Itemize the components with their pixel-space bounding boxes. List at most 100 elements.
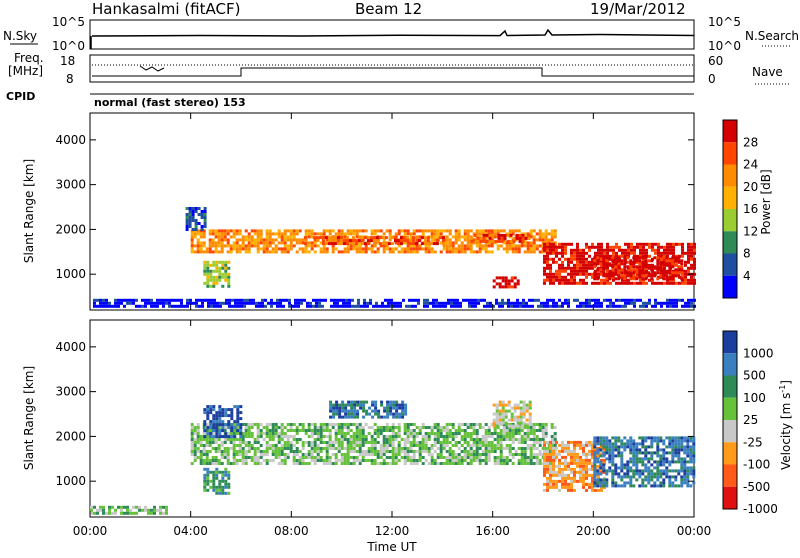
power-ytick-label: 3000: [55, 178, 86, 192]
power-cell: [532, 241, 536, 245]
velocity-cell: [403, 453, 407, 456]
velocity-cell: [535, 462, 539, 465]
velocity-cell: [286, 453, 290, 456]
power-cell: [450, 301, 453, 305]
velocity-cell: [543, 488, 546, 492]
velocity-cell: [653, 475, 657, 479]
velocity-cell: [334, 435, 338, 438]
velocity-cell: [573, 461, 576, 465]
power-cell: [342, 239, 346, 243]
velocity-cell: [623, 466, 627, 470]
power-cell: [215, 275, 219, 279]
power-cell: [292, 232, 296, 236]
power-cell: [690, 278, 693, 282]
power-cell: [221, 266, 225, 270]
velocity-cell: [526, 423, 530, 426]
velocity-cell: [307, 429, 311, 432]
velocity-cell: [203, 476, 207, 480]
power-cell: [135, 298, 138, 302]
velocity-cell: [328, 447, 332, 450]
velocity-cell: [328, 432, 332, 435]
velocity-cell: [358, 441, 362, 444]
velocity-cell: [250, 426, 254, 429]
power-cell: [629, 259, 633, 263]
velocity-cell: [535, 459, 539, 462]
velocity-cell: [499, 438, 503, 441]
velocity-cell: [460, 444, 464, 447]
power-cell: [93, 301, 96, 305]
power-cell: [441, 304, 444, 308]
power-cell: [513, 304, 516, 308]
velocity-cell: [337, 450, 341, 453]
velocity-cell: [218, 482, 222, 486]
velocity-cell: [406, 459, 410, 462]
velocity-cell: [445, 462, 449, 465]
power-cell: [316, 244, 320, 248]
velocity-cell: [671, 481, 675, 485]
velocity-cell: [227, 408, 231, 412]
velocity-cell: [525, 418, 529, 422]
velocity-cell: [671, 448, 675, 452]
power-cell: [532, 244, 536, 248]
power-cell: [570, 254, 573, 258]
power-cell: [612, 304, 615, 308]
velocity-cell: [208, 438, 212, 441]
velocity-cell: [561, 440, 564, 444]
power-cell: [537, 298, 540, 302]
power-cell: [521, 239, 525, 243]
velocity-cell: [391, 456, 395, 459]
velocity-cell: [495, 406, 499, 410]
velocity-cell: [620, 451, 624, 455]
velocity-cell: [555, 440, 558, 444]
power-cell: [511, 232, 515, 236]
velocity-cell: [611, 460, 615, 464]
power-cell: [223, 235, 227, 239]
power-cell: [369, 301, 372, 305]
velocity-cell: [247, 432, 251, 435]
power-cell: [546, 263, 549, 267]
power-cell: [498, 285, 502, 289]
velocity-cell: [457, 423, 461, 426]
velocity-cell: [352, 432, 356, 435]
power-cell: [201, 298, 204, 302]
power-cell: [600, 278, 603, 282]
velocity-cell: [347, 415, 351, 419]
power-cell: [214, 232, 218, 236]
power-cell: [448, 241, 452, 245]
power-cell: [617, 256, 621, 260]
power-cell: [515, 236, 519, 240]
velocity-cell: [229, 447, 233, 450]
velocity-cell: [295, 447, 299, 450]
power-cell: [567, 298, 570, 302]
velocity-cell: [508, 459, 512, 462]
power-cell: [660, 254, 663, 258]
power-cell: [188, 225, 192, 228]
velocity-cell: [132, 505, 135, 509]
velocity-cell: [532, 456, 536, 459]
velocity-cell: [546, 452, 549, 456]
power-cell: [409, 247, 413, 251]
velocity-cell: [632, 484, 636, 488]
velocity-cell: [478, 462, 482, 465]
power-cell: [261, 304, 264, 308]
velocity-cell: [196, 447, 200, 450]
power-cell: [162, 298, 165, 302]
power-cell: [690, 257, 693, 261]
velocity-cell: [498, 403, 502, 407]
velocity-cell: [517, 459, 521, 462]
velocity-cell: [448, 432, 452, 435]
power-cell: [495, 301, 498, 305]
velocity-cell: [349, 441, 353, 444]
power-cell: [352, 247, 356, 251]
velocity-cell: [212, 488, 216, 492]
velocity-cell: [268, 444, 272, 447]
velocity-cell: [292, 453, 296, 456]
velocity-cell: [349, 447, 353, 450]
velocity-cell: [570, 482, 573, 486]
velocity-colorbar-segment: [723, 486, 737, 509]
velocity-cell: [386, 406, 390, 410]
velocity-cell: [677, 472, 681, 476]
power-cell: [585, 304, 588, 308]
power-cell: [543, 272, 546, 276]
velocity-cell: [517, 432, 521, 435]
